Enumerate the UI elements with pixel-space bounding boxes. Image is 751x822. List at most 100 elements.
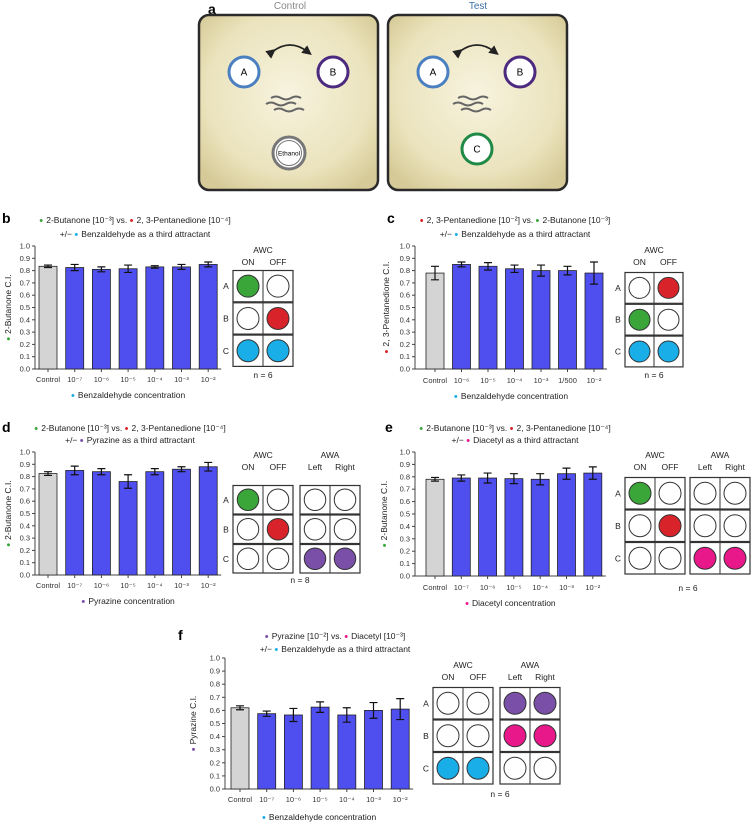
y-tick-label: 0.8 (20, 472, 30, 481)
color-dot-icon: • (420, 215, 427, 227)
grid-header-awc: AWC (645, 450, 665, 460)
bar-concentration-2 (478, 265, 498, 370)
color-dot-icon: • (34, 423, 41, 435)
panel-letter-a: a (208, 1, 216, 17)
panel-letter-b: b (2, 210, 11, 226)
y-tick-label: 0.5 (20, 509, 30, 518)
color-dot-icon: • (80, 435, 87, 447)
y-tick-label: 0.9 (400, 460, 410, 469)
error-bar (457, 261, 466, 268)
y-tick-label: 0.8 (400, 266, 410, 275)
bar-concentration-5 (172, 468, 191, 576)
neuron-state-magenta-icon (723, 546, 747, 570)
title-text: Benzaldehyde as a third attractant (461, 229, 591, 239)
bar-concentration-4 (531, 270, 551, 370)
y-tick-label: 0.5 (210, 719, 220, 728)
error-bar (562, 467, 571, 480)
bar-concentration-3 (504, 478, 524, 577)
grid-column-label: OFF (660, 257, 677, 267)
title-text: Benzaldehyde concentration (269, 812, 377, 822)
chart-title-line: +/− • Benzaldehyde as a third attractant (60, 229, 211, 241)
x-axis-label: • Diacetyl concentration (465, 598, 556, 610)
neuron-state-red-icon (266, 518, 290, 541)
neuron-state-white-icon (723, 481, 747, 505)
neuron-state-green-icon (628, 308, 651, 331)
y-tick-label: 0.1 (20, 352, 30, 361)
title-text: Benzaldehyde concentration (461, 391, 569, 401)
title-prefix: +/− (65, 435, 80, 445)
y-tick-label: 0.5 (400, 303, 410, 312)
x-tick-label: 10⁻⁶ (480, 583, 495, 592)
y-tick-label: 0.4 (20, 315, 30, 324)
bar-control (38, 265, 58, 370)
sample-size-label: n = 6 (678, 583, 697, 593)
panel-e: e • 2-Butanone [10⁻³] vs. • 2, 3-Pentaned… (379, 419, 751, 610)
y-tick-label: 0.6 (400, 291, 410, 300)
grid-row-label: A (423, 698, 429, 708)
neuron-state-white-icon (266, 547, 290, 570)
bar-concentration-2 (92, 471, 111, 576)
error-bar (204, 261, 213, 268)
x-tick-label: 10⁻⁷ (67, 375, 82, 384)
y-tick-label: 0.2 (400, 340, 410, 349)
color-dot-icon: • (274, 644, 281, 656)
bar-concentration-1 (257, 713, 277, 790)
bar-concentration-6 (198, 264, 218, 370)
panel-f: f • Pyrazine [10⁻²] vs. • Diacetyl [10⁻³]… (178, 627, 561, 822)
y-tick-label: 0.9 (210, 667, 220, 676)
y-tick-label: 0.7 (20, 484, 30, 493)
y-tick-label: 0.4 (210, 732, 220, 741)
spot-b-label: B (517, 68, 524, 79)
error-bar (150, 468, 159, 476)
y-tick-label: 0.8 (20, 266, 30, 275)
color-dot-icon: • (3, 334, 15, 341)
title-text: 2-Butanone [10⁻³] vs. (426, 423, 509, 433)
y-tick-label: 0.7 (400, 485, 410, 494)
neuron-state-white-icon (628, 276, 651, 299)
bar-concentration-6 (583, 472, 603, 577)
x-tick-label: 10⁻⁴ (147, 581, 163, 590)
x-tick-label: 10⁻⁴ (532, 583, 548, 592)
y-tick-label: 1.0 (400, 448, 410, 457)
x-tick-label: 10⁻⁴ (507, 376, 523, 385)
neuron-state-purple-icon (533, 691, 557, 715)
x-tick-label: 10⁻³ (534, 376, 549, 385)
panel-letter-c: c (387, 210, 395, 226)
neuron-state-green-icon (236, 488, 260, 511)
y-tick-label: 0.3 (20, 534, 30, 543)
grid-row-label: C (223, 554, 229, 564)
neuron-state-cyan-icon (266, 339, 290, 363)
error-bar (316, 701, 325, 713)
grid-column-label: ON (242, 462, 255, 472)
title-text: Pyrazine as a third attractant (87, 435, 196, 445)
title-prefix: +/− (440, 229, 455, 239)
color-dot-icon: • (71, 390, 78, 402)
color-dot-icon: • (454, 391, 461, 403)
error-bar (431, 476, 439, 482)
y-tick-label: 0.4 (20, 521, 30, 530)
neuron-state-white-icon (333, 518, 357, 541)
neuron-state-white-icon (236, 547, 260, 570)
title-text: 2, 3-Pentanedione [10⁻⁴] (137, 215, 231, 225)
bar-concentration-2 (478, 477, 497, 577)
error-bar (97, 266, 106, 273)
grid-row-label: A (615, 283, 621, 293)
error-bar (44, 264, 52, 269)
grid-header-awa: AWA (321, 450, 340, 460)
grid-column-label: Right (725, 462, 745, 472)
bar-concentration-5 (172, 266, 191, 370)
x-tick-label: Control (228, 795, 253, 804)
error-bar (396, 698, 405, 721)
bar-concentration-4 (530, 478, 550, 577)
x-tick-label: 10⁻⁴ (147, 375, 163, 384)
y-tick-label: 0.0 (400, 572, 410, 581)
y-tick-label: 0.9 (400, 254, 410, 263)
neuron-state-white-icon (466, 724, 490, 748)
y-tick-label: 0.7 (210, 693, 220, 702)
grid-row-label: B (615, 315, 621, 325)
y-tick-label: 0.1 (210, 771, 220, 780)
y-axis-label: • Pyrazine C.I. (188, 696, 200, 752)
x-tick-label: 10⁻⁵ (120, 581, 135, 590)
y-tick-label: 0.3 (20, 328, 30, 337)
neuron-state-magenta-icon (533, 724, 557, 748)
